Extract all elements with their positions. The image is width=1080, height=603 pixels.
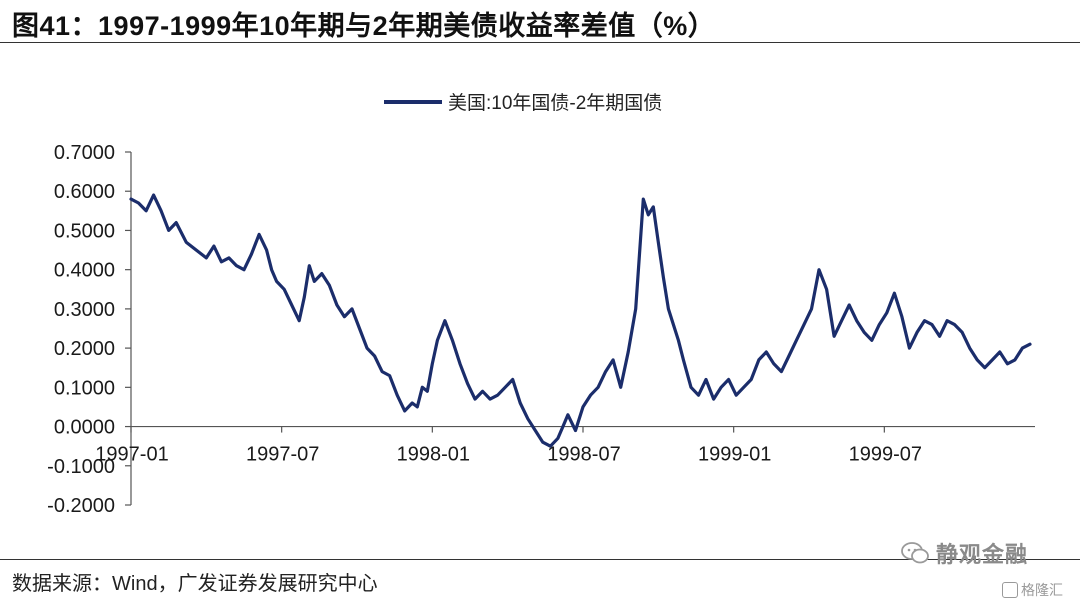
y-tick-label: 0.1000 bbox=[54, 377, 115, 399]
source-note: 数据来源：Wind，广发证券发展研究中心 bbox=[12, 573, 378, 595]
x-tick-label: 1997-01 bbox=[95, 444, 168, 466]
chart-title: 图41：1997-1999年10年期与2年期美债收益率差值（%） bbox=[12, 11, 716, 41]
watermark-text: 静观金融 bbox=[936, 542, 1029, 567]
x-tick-label: 1999-07 bbox=[849, 444, 922, 466]
x-tick-label: 1997-07 bbox=[246, 444, 319, 466]
legend-label: 美国:10年国债-2年期国债 bbox=[448, 93, 663, 114]
watermark-brand: 格隆汇 bbox=[1002, 580, 1063, 600]
series-line bbox=[129, 193, 1032, 448]
y-tick-label: -0.1000 bbox=[47, 456, 115, 478]
y-tick-label: 0.4000 bbox=[54, 260, 115, 282]
y-tick-label: 0.5000 bbox=[54, 220, 115, 242]
wechat-icon bbox=[901, 542, 929, 564]
x-tick-label: 1998-07 bbox=[547, 444, 620, 466]
y-tick-label: 0.7000 bbox=[54, 142, 115, 164]
source-divider bbox=[0, 559, 1080, 560]
x-tick-label: 1999-01 bbox=[698, 444, 771, 466]
y-tick-label: -0.2000 bbox=[47, 495, 115, 517]
y-tick-label: 0.2000 bbox=[54, 338, 115, 360]
y-tick-label: 0.3000 bbox=[54, 299, 115, 321]
brand-logo-icon bbox=[1002, 582, 1018, 598]
legend-swatch bbox=[384, 99, 442, 104]
watermark: 静观金融 bbox=[900, 537, 1028, 569]
x-tick-label: 1998-01 bbox=[397, 444, 470, 466]
title-divider bbox=[0, 42, 1080, 43]
y-tick-label: 0.0000 bbox=[54, 417, 115, 439]
chart-legend: 美国:10年国债-2年期国债 bbox=[384, 88, 662, 115]
watermark-brand-text: 格隆汇 bbox=[1021, 582, 1063, 598]
y-tick-label: 0.6000 bbox=[54, 181, 115, 203]
